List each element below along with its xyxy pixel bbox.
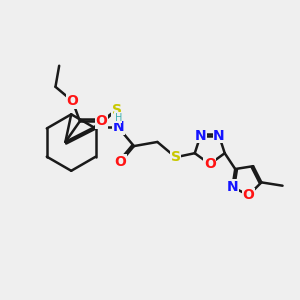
Text: H: H [115,113,122,123]
Text: N: N [112,120,124,134]
Text: N: N [195,129,206,142]
Text: O: O [115,155,127,169]
Text: O: O [243,188,254,202]
Text: O: O [95,114,107,128]
Text: N: N [213,129,225,142]
Text: O: O [67,94,79,108]
Text: S: S [171,150,181,164]
Text: N: N [226,180,238,194]
Text: O: O [204,157,216,171]
Text: S: S [112,103,122,117]
